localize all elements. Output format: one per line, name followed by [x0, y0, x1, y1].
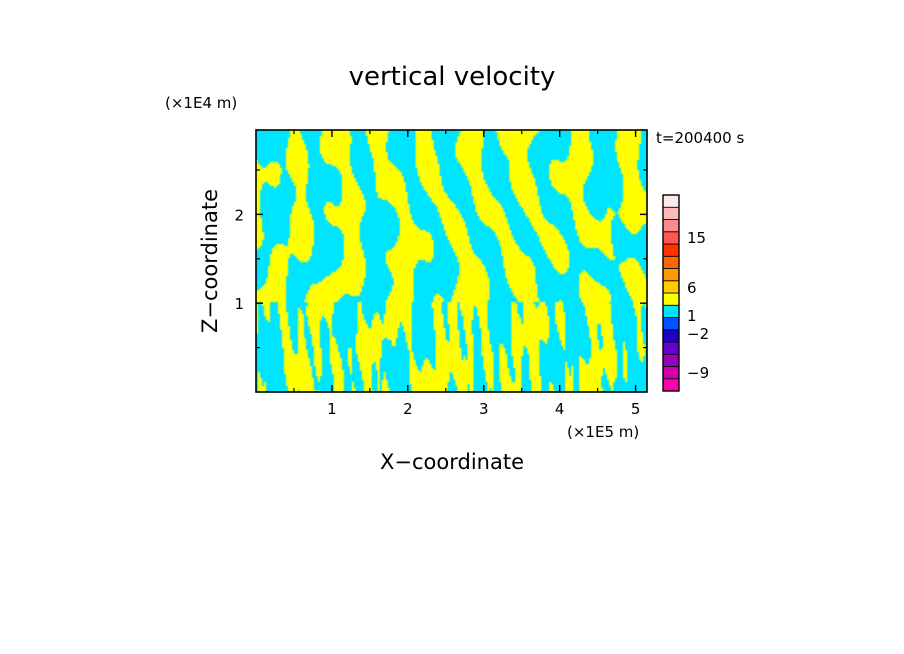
y-axis-ticks: 12	[234, 169, 647, 349]
colorbar-swatch	[662, 353, 680, 367]
plot-frame	[255, 129, 648, 393]
colorbar-swatch	[662, 329, 680, 343]
x-tick-label: 1	[327, 400, 337, 418]
colorbar-swatch	[662, 317, 680, 331]
x-unit-label: (×1E5 m)	[567, 423, 639, 441]
velocity-field	[256, 130, 647, 392]
colorbar-swatch	[662, 206, 680, 220]
colorbar-swatch	[662, 255, 680, 269]
colorbar-swatch	[662, 378, 680, 392]
colorbar: −9 −21 6 15	[662, 194, 709, 392]
y-axis-label: Z−coordinate	[198, 189, 222, 333]
y-unit-label: (×1E4 m)	[165, 94, 237, 112]
colorbar-swatch	[662, 366, 680, 380]
x-tick-label: 4	[555, 400, 565, 418]
colorbar-swatch	[662, 243, 680, 257]
y-tick-label: 2	[234, 206, 244, 224]
colorbar-swatch	[662, 231, 680, 245]
colorbar-swatch	[662, 292, 680, 306]
colorbar-label: 15	[687, 229, 706, 247]
colorbar-frame	[662, 194, 680, 392]
time-label: t=200400 s	[656, 129, 744, 147]
colorbar-swatch	[662, 194, 680, 208]
x-axis-ticks: 1 2 3 4 5	[293, 130, 641, 418]
x-tick-label: 2	[403, 400, 413, 418]
colorbar-label: 6	[687, 279, 697, 297]
colorbar-swatch	[662, 341, 680, 355]
y-tick-label: 1	[234, 295, 244, 313]
chart-title: vertical velocity	[349, 62, 556, 92]
colorbar-label: −9	[687, 364, 709, 382]
colorbar-swatch	[662, 219, 680, 233]
x-tick-label: 3	[479, 400, 489, 418]
colorbar-label: 1	[687, 307, 697, 325]
plot-area	[255, 129, 648, 393]
colorbar-swatch	[662, 280, 680, 294]
x-axis-label: X−coordinate	[380, 450, 524, 474]
colorbar-label: −2	[687, 325, 709, 343]
colorbar-swatch	[662, 304, 680, 318]
x-tick-label: 5	[631, 400, 641, 418]
colorbar-swatch	[662, 268, 680, 282]
